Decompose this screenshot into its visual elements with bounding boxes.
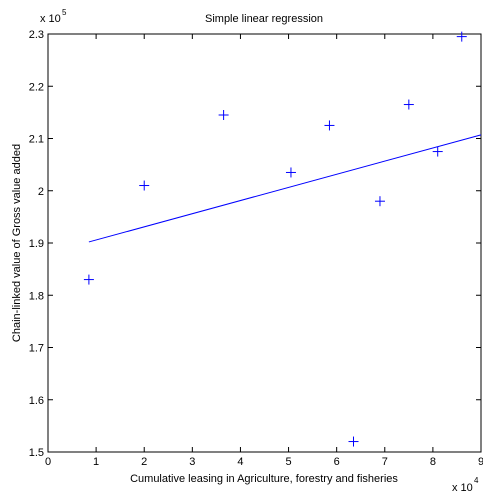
data-point [432,146,443,157]
y-tick-label: 1.7 [29,343,44,355]
x-tick-label: 4 [237,456,243,468]
svg-text:x 10: x 10 [452,482,473,492]
chart-title: Simple linear regression [205,13,323,25]
y-tick-label: 2.1 [29,134,44,146]
svg-text:x 10: x 10 [40,13,61,25]
data-point [324,120,335,131]
svg-text:4: 4 [474,476,479,485]
x-multiplier: x 10 4 [452,476,479,492]
y-axis-ticks: 1.5 1.6 1.7 1.8 1.9 2 2.1 2.2 2.3 [29,29,481,459]
y-tick-label: 1.8 [29,290,44,302]
x-tick-label: 5 [285,456,291,468]
data-point [348,436,359,447]
x-tick-label: 8 [430,456,436,468]
x-tick-label: 2 [141,456,147,468]
svg-text:5: 5 [62,8,67,17]
data-series [83,31,482,447]
data-point [218,109,229,120]
y-tick-label: 1.9 [29,238,44,250]
y-multiplier: x 10 5 [40,8,67,25]
x-tick-label: 7 [382,456,388,468]
y-tick-label: 2.2 [29,81,44,93]
x-tick-label: 1 [93,456,99,468]
data-point [403,99,414,110]
x-tick-label: 3 [189,456,195,468]
x-tick-label: 6 [334,456,340,468]
y-axis-label: Chain-linked value of Gross value added [11,144,23,342]
data-point [285,167,296,178]
x-axis-ticks: 0 1 2 3 4 5 6 7 8 9 [45,34,483,468]
y-tick-label: 2.3 [29,29,44,41]
data-point [83,274,94,285]
x-tick-label: 9 [478,456,483,468]
data-point [139,180,150,191]
y-tick-label: 2 [38,186,44,198]
data-point [374,196,385,207]
plot-area [47,33,482,453]
x-axis-label: Cumulative leasing in Agriculture, fores… [130,473,398,485]
x-tick-label: 0 [45,456,51,468]
y-tick-label: 1.6 [29,395,44,407]
y-tick-label: 1.5 [29,447,44,459]
regression-line [88,134,482,243]
data-point [456,31,467,42]
